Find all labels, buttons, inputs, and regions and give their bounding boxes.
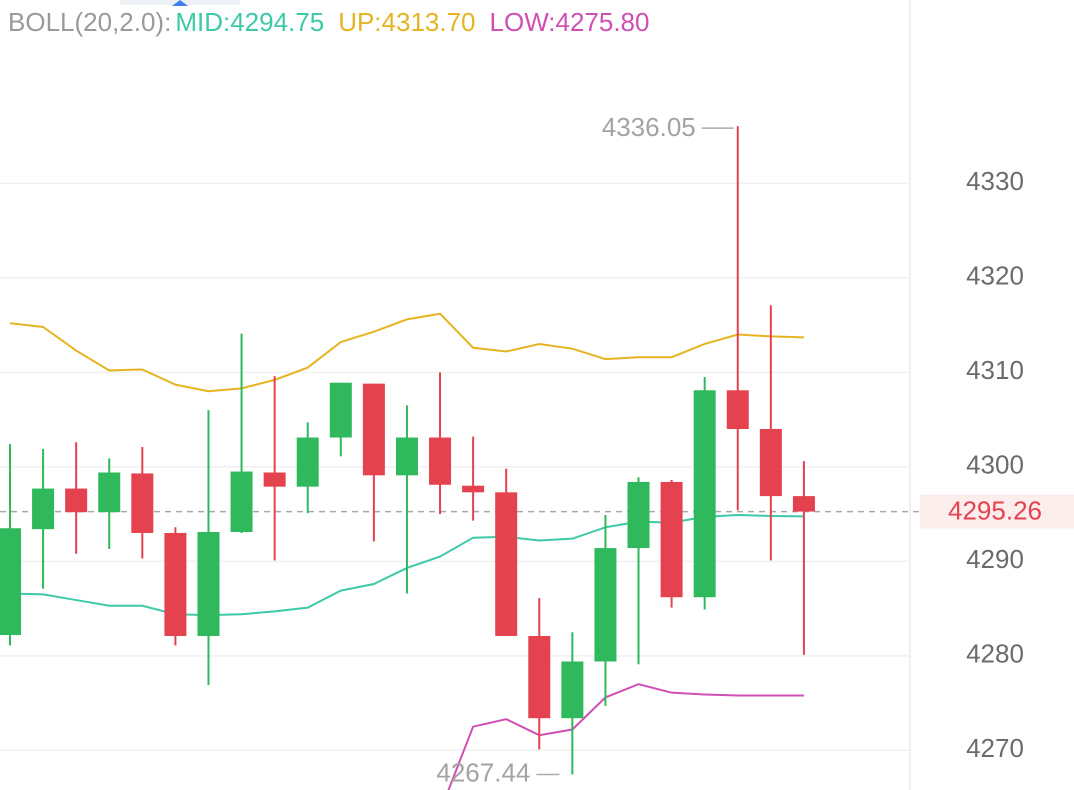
legend: BOLL(20,2.0): MID:4294.75 UP:4313.70 LOW:42… [8,7,649,37]
candle-body [197,532,220,636]
current-price-label: 4295.26 [948,495,1042,525]
candle-body [594,548,617,662]
candle-body [759,429,782,497]
legend-item: LOW:4275.80 [490,7,650,37]
candle-body [792,496,815,512]
current-price-box [920,494,1074,529]
y-tick-label: 4320 [966,261,1024,291]
y-tick-label: 4270 [966,733,1024,763]
y-tick-label: 4310 [966,355,1024,385]
y-tick-label: 4290 [966,544,1024,574]
candle-body [660,481,683,598]
candle-body [98,472,121,513]
candle-body [528,635,551,719]
max-label: 4336.05 [602,112,696,142]
candle-body [230,471,253,533]
candle-body [362,383,385,476]
min-label: 4267.44 [436,757,530,787]
band-line [9,312,804,393]
y-tick-label: 4280 [966,639,1024,669]
band-line [447,683,804,790]
candle-body [429,437,452,485]
legend-item: UP:4313.70 [338,7,475,37]
candle-body [0,528,21,636]
candle-body [32,488,55,530]
candle-body [65,488,88,513]
candle-body [395,437,418,476]
candle-body [329,382,352,438]
candle-body [495,492,518,636]
candle-body [164,532,187,636]
candle-body [462,485,485,493]
candle-body [263,472,286,487]
candle-body [627,481,650,549]
tab-marker [172,0,188,6]
candle-body [693,390,716,598]
legend-item: MID:4294.75 [175,7,324,37]
candle-body [296,437,319,487]
candle-body [726,390,749,430]
y-tick-label: 4330 [966,166,1024,196]
candle-body [561,661,584,719]
y-tick-label: 4300 [966,450,1024,480]
candle-body [131,473,154,533]
legend-title: BOLL(20,2.0): [8,7,171,37]
